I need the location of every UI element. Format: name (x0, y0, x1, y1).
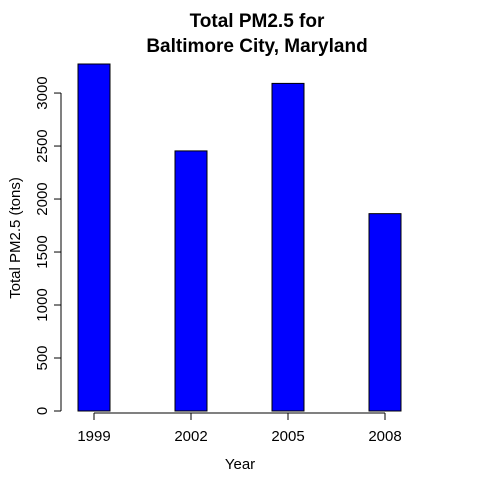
y-axis: 0 500 1000 1500 2000 2500 3000 (34, 76, 62, 415)
x-tick-label-2002: 2002 (174, 428, 207, 445)
x-tick-label-2005: 2005 (271, 428, 304, 445)
y-tick-label-500: 500 (34, 345, 51, 370)
bar-2008 (368, 213, 402, 412)
bar-2005 (271, 82, 305, 412)
y-tick-label-2000: 2000 (34, 182, 51, 215)
x-axis: 1999 2002 2005 2008 (77, 412, 402, 445)
chart-title-line-2: Baltimore City, Maryland (146, 36, 367, 57)
bar-2002 (174, 150, 208, 412)
y-tick-label-3000: 3000 (34, 76, 51, 109)
x-tick-label-2008: 2008 (368, 428, 401, 445)
chart-title-line-1: Total PM2.5 for (190, 11, 325, 32)
y-tick-label-1500: 1500 (34, 235, 51, 268)
x-axis-label: Year (225, 456, 255, 473)
y-tick-label-1000: 1000 (34, 288, 51, 321)
y-axis-label: Total PM2.5 (tons) (7, 177, 24, 299)
bar-1999 (77, 63, 111, 412)
x-tick-label-1999: 1999 (77, 428, 110, 445)
y-tick-label-0: 0 (34, 407, 51, 415)
bars-group (77, 63, 402, 412)
y-tick-label-2500: 2500 (34, 129, 51, 162)
